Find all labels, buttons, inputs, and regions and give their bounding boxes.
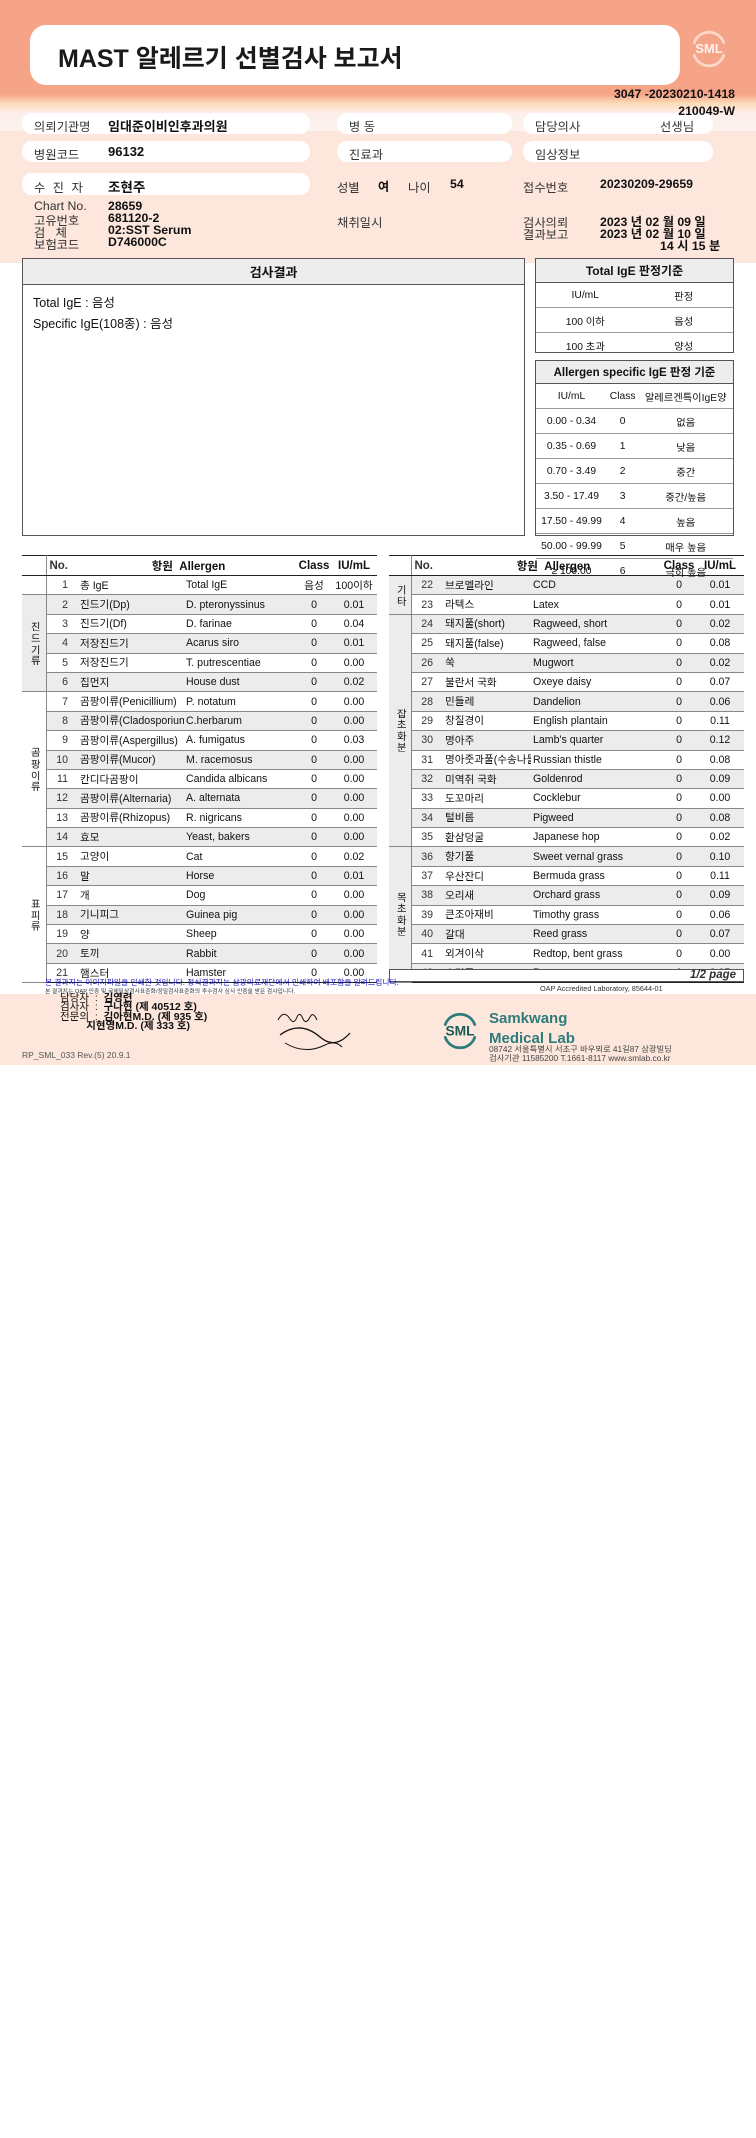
svg-text:SML: SML xyxy=(445,1024,474,1039)
svg-text:SML: SML xyxy=(695,41,722,56)
